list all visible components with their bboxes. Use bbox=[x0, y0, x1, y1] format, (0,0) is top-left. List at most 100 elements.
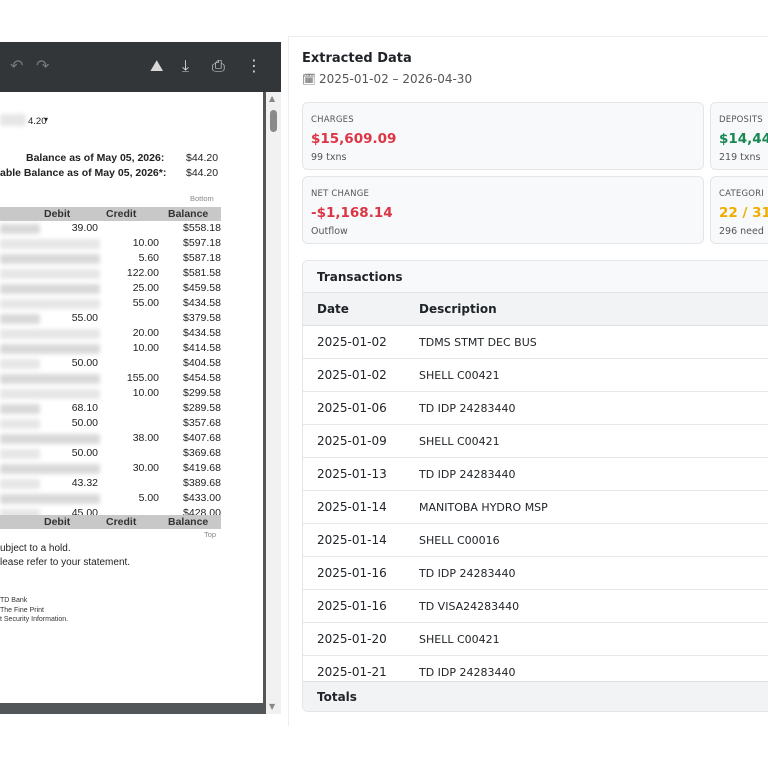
hold-note: ubject to a hold. bbox=[0, 543, 71, 554]
redacted-description bbox=[0, 299, 100, 309]
statement-balance: $433.00 bbox=[183, 492, 221, 504]
statement-balance: $414.58 bbox=[183, 342, 221, 354]
redacted-description bbox=[0, 344, 100, 354]
table-row[interactable]: 2025-01-02 TDMS STMT DEC BUS bbox=[303, 326, 768, 359]
statement-credit: 10.00 bbox=[132, 237, 159, 249]
table-row[interactable]: 2025-01-14 MANITOBA HYDRO MSP bbox=[303, 491, 768, 524]
print-icon[interactable]: ⎙ bbox=[212, 56, 225, 75]
calendar-icon: 🗓 bbox=[302, 73, 316, 86]
charges-value: $15,609.09 bbox=[311, 131, 397, 147]
statement-debit: 43.32 bbox=[71, 477, 98, 489]
statement-balance: $379.58 bbox=[183, 312, 221, 324]
debit-header: Debit bbox=[44, 208, 71, 220]
transactions-table: Transactions Date Description 2025-01-02… bbox=[302, 260, 768, 712]
transaction-description: TD IDP 24283440 bbox=[419, 666, 516, 679]
transaction-date: 2025-01-14 bbox=[317, 533, 387, 547]
transaction-date: 2025-01-21 bbox=[317, 665, 387, 679]
statement-balance: $299.58 bbox=[183, 387, 221, 399]
transactions-rows[interactable]: 2025-01-02 TDMS STMT DEC BUS 2025-01-02 SHE… bbox=[303, 326, 768, 681]
charges-label: CHARGES bbox=[311, 115, 354, 125]
deposits-label: DEPOSITS bbox=[719, 115, 763, 125]
dropdown-caret-icon[interactable]: ▾ bbox=[44, 115, 49, 124]
table-row[interactable]: 2025-01-16 TD IDP 24283440 bbox=[303, 557, 768, 590]
scroll-up-icon[interactable]: ▲ bbox=[269, 94, 276, 103]
statement-page: 4.20 ▾ Balance as of May 05, 2026: $44.2… bbox=[0, 92, 263, 703]
redacted-description bbox=[0, 509, 40, 519]
redacted-description bbox=[0, 269, 100, 279]
date-range: 🗓 2025-01-02 – 2026-04-30 bbox=[302, 72, 472, 86]
scroll-down-icon[interactable]: ▼ bbox=[269, 702, 276, 711]
pdf-viewer: ↶ ↷ ⛰ ⤓ ⎙ ⋮ 4.20 ▾ Balance as of May 05,… bbox=[0, 42, 281, 714]
redacted-description bbox=[0, 449, 40, 459]
redacted-description bbox=[0, 494, 100, 504]
table-row[interactable]: 2025-01-14 SHELL C00016 bbox=[303, 524, 768, 557]
statement-debit: 68.10 bbox=[71, 402, 98, 414]
transaction-date: 2025-01-02 bbox=[317, 368, 387, 382]
table-row[interactable]: 2025-01-06 TD IDP 24283440 bbox=[303, 392, 768, 425]
add-to-drive-icon[interactable]: ⛰ bbox=[150, 56, 164, 75]
bottom-link[interactable]: Bottom bbox=[190, 194, 214, 203]
redacted-description bbox=[0, 239, 100, 249]
transaction-description: TD IDP 24283440 bbox=[419, 468, 516, 481]
totals-row: Totals bbox=[303, 681, 768, 711]
table-row[interactable]: 2025-01-13 TD IDP 24283440 bbox=[303, 458, 768, 491]
statement-balance: $587.18 bbox=[183, 252, 221, 264]
statement-credit: 122.00 bbox=[126, 267, 159, 279]
footer-security[interactable]: t Security Information. bbox=[0, 616, 69, 623]
date-range-text: 2025-01-02 – 2026-04-30 bbox=[318, 72, 473, 86]
footer-bank: TD Bank bbox=[0, 597, 28, 604]
table-row[interactable]: 2025-01-20 SHELL C00421 bbox=[303, 623, 768, 656]
transaction-description: TD IDP 24283440 bbox=[419, 567, 516, 580]
statement-balance: $459.58 bbox=[183, 282, 221, 294]
statement-credit: 10.00 bbox=[132, 342, 159, 354]
undo-icon[interactable]: ↶ bbox=[10, 56, 24, 75]
statement-balance: $404.58 bbox=[183, 357, 221, 369]
table-row[interactable]: 2025-01-21 TD IDP 24283440 bbox=[303, 656, 768, 681]
transaction-date: 2025-01-16 bbox=[317, 599, 387, 613]
panel-title: Extracted Data bbox=[302, 51, 412, 66]
redacted-description bbox=[0, 254, 100, 264]
transaction-description: SHELL C00016 bbox=[419, 534, 500, 547]
download-icon[interactable]: ⤓ bbox=[182, 56, 190, 75]
scroll-thumb[interactable] bbox=[270, 110, 277, 132]
statement-credit: 155.00 bbox=[126, 372, 159, 384]
categories-value: 22 / 318 bbox=[719, 205, 768, 221]
description-column-header[interactable]: Description bbox=[419, 302, 497, 316]
transaction-date: 2025-01-13 bbox=[317, 467, 387, 481]
table-row[interactable]: 2025-01-09 SHELL C00421 bbox=[303, 425, 768, 458]
statement-balance: $558.18 bbox=[183, 222, 221, 234]
available-balance-value: $44.20 bbox=[186, 167, 219, 179]
redacted-description bbox=[0, 479, 40, 489]
statement-credit: 5.00 bbox=[138, 492, 159, 504]
transaction-description: SHELL C00421 bbox=[419, 435, 500, 448]
statement-header-row: Debit Credit Balance bbox=[0, 207, 221, 221]
top-link[interactable]: Top bbox=[204, 530, 217, 539]
transaction-description: TDMS STMT DEC BUS bbox=[419, 336, 537, 349]
transactions-title: Transactions bbox=[317, 270, 403, 284]
transaction-description: MANITOBA HYDRO MSP bbox=[419, 501, 548, 514]
redacted-description bbox=[0, 314, 40, 324]
redacted-description bbox=[0, 374, 100, 384]
table-row[interactable]: 2025-01-16 TD VISA24283440 bbox=[303, 590, 768, 623]
transaction-description: TD VISA24283440 bbox=[419, 600, 520, 613]
net-change-card: NET CHANGE -$1,168.14 Outflow bbox=[302, 176, 704, 244]
statement-balance: $357.68 bbox=[183, 417, 221, 429]
table-row[interactable]: 2025-01-02 SHELL C00421 bbox=[303, 359, 768, 392]
footer-fine-print[interactable]: The Fine Print bbox=[0, 607, 44, 614]
statement-debit: 50.00 bbox=[71, 357, 98, 369]
statement-balance: $434.58 bbox=[183, 297, 221, 309]
date-column-header[interactable]: Date bbox=[317, 302, 349, 316]
statement-balance: $369.68 bbox=[183, 447, 221, 459]
charges-card: CHARGES $15,609.09 99 txns bbox=[302, 102, 704, 170]
more-options-icon[interactable]: ⋮ bbox=[246, 56, 262, 75]
statement-balance: $407.68 bbox=[183, 432, 221, 444]
statement-balance: $434.58 bbox=[183, 327, 221, 339]
credit-header: Credit bbox=[106, 208, 137, 220]
statement-debit: 50.00 bbox=[71, 417, 98, 429]
redo-icon[interactable]: ↷ bbox=[36, 56, 50, 75]
statement-balance: $419.68 bbox=[183, 462, 221, 474]
totals-label: Totals bbox=[317, 690, 357, 704]
redacted-description bbox=[0, 434, 100, 444]
pdf-scrollbar[interactable]: ▲ ▼ bbox=[266, 92, 281, 714]
statement-credit: 30.00 bbox=[132, 462, 159, 474]
